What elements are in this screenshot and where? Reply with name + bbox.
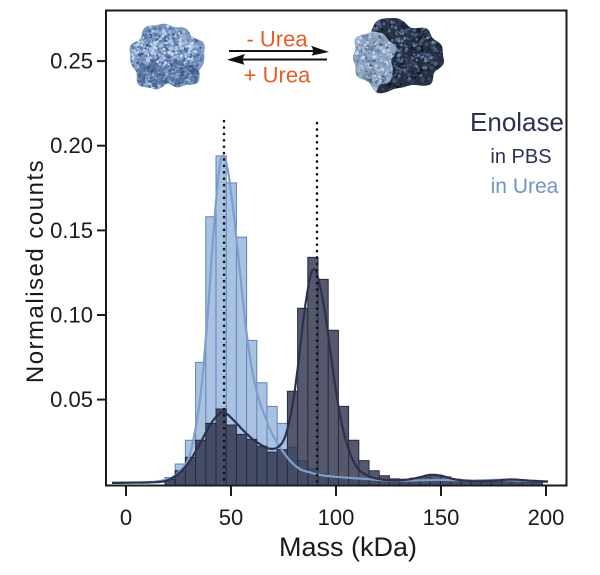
svg-text:0.25: 0.25 [50,49,93,74]
svg-text:100: 100 [318,505,355,530]
svg-text:200: 200 [528,505,565,530]
svg-text:0: 0 [120,505,132,530]
svg-text:0.05: 0.05 [50,387,93,412]
svg-text:0.20: 0.20 [50,133,93,158]
svg-text:in PBS: in PBS [490,146,551,168]
svg-text:Mass (kDa): Mass (kDa) [279,532,417,562]
svg-text:+ Urea: + Urea [244,63,311,88]
svg-text:0.15: 0.15 [50,218,93,243]
svg-text:Enolase: Enolase [470,107,564,137]
svg-text:in Urea: in Urea [491,175,559,198]
svg-text:- Urea: - Urea [246,27,308,52]
svg-text:Normalised counts: Normalised counts [22,159,49,383]
svg-text:150: 150 [423,505,460,530]
svg-text:50: 50 [219,505,243,530]
svg-text:0.10: 0.10 [50,303,93,328]
